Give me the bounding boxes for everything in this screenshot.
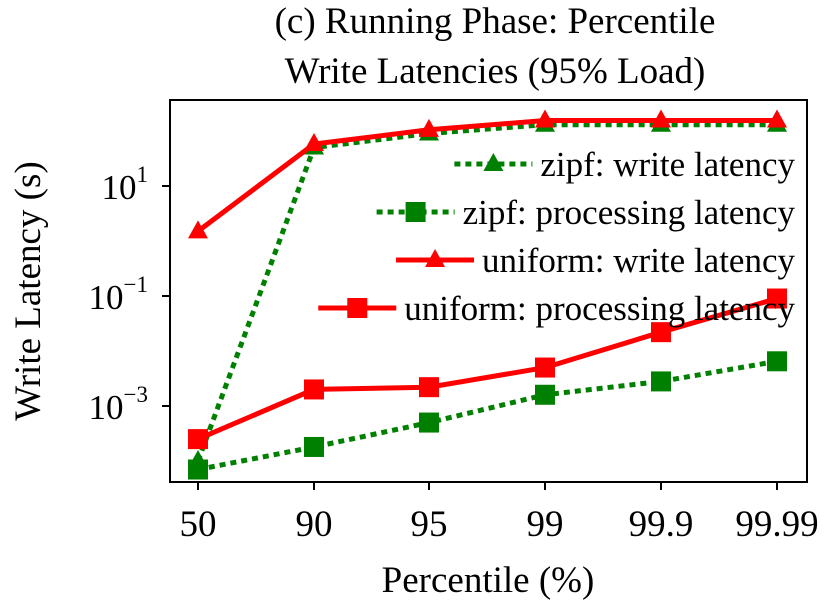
legend-label: zipf: write latency — [540, 145, 795, 184]
x-tick-label: 90 — [296, 504, 333, 545]
square-marker — [651, 322, 671, 343]
legend-entry: uniform: processing latency — [318, 289, 795, 328]
x-tick-label: 99 — [527, 504, 564, 545]
title-line-1: (c) Running Phase: Percentile — [275, 1, 716, 42]
chart-title: (c) Running Phase: Percentile Write Late… — [275, 1, 716, 92]
series-line — [196, 118, 777, 234]
legend-label: uniform: processing latency — [404, 289, 795, 328]
square-marker — [419, 377, 439, 398]
legend-entry: uniform: write latency — [396, 241, 795, 280]
x-axis-label: Percentile (%) — [382, 560, 595, 601]
y-axis-label: Write Latency (s) — [8, 161, 49, 420]
x-axis-ticks: 50 90 95 99 99.9 99.99 — [180, 482, 819, 545]
series-3 — [188, 109, 787, 239]
triangle-marker — [304, 133, 324, 152]
square-marker — [535, 384, 555, 405]
legend-entry: zipf: processing latency — [376, 193, 796, 232]
triangle-marker — [419, 118, 439, 137]
series-4 — [188, 288, 787, 450]
square-marker — [347, 298, 368, 318]
triangle-marker — [188, 220, 208, 239]
legend-entry: zipf: write latency — [454, 145, 795, 184]
square-marker — [304, 436, 324, 457]
y-tick-label: 101 — [102, 162, 149, 207]
series-group — [188, 109, 787, 480]
square-marker — [419, 412, 439, 433]
square-marker — [767, 351, 787, 372]
square-marker — [188, 429, 208, 450]
square-marker — [304, 379, 324, 400]
x-tick-label: 95 — [411, 504, 448, 545]
y-tick-label: 10−1 — [89, 272, 148, 317]
title-line-2: Write Latencies (95% Load) — [285, 51, 706, 92]
x-tick-label: 99.9 — [629, 504, 694, 545]
series-2 — [188, 351, 787, 480]
triangle-marker — [535, 109, 555, 128]
series-line — [197, 296, 778, 442]
y-tick-label: 10−3 — [89, 382, 148, 427]
legend: zipf: write latency zipf: processing late… — [318, 145, 795, 328]
x-tick-label: 50 — [180, 504, 217, 545]
plot-frame — [169, 99, 808, 483]
y-axis-ticks: 101 10−1 10−3 — [89, 162, 170, 427]
series-line — [195, 122, 777, 462]
square-marker — [651, 371, 671, 392]
legend-label: zipf: processing latency — [463, 193, 796, 232]
triangle-marker — [651, 109, 671, 128]
triangle-marker — [767, 109, 787, 128]
square-marker — [535, 357, 555, 378]
square-marker — [188, 459, 208, 480]
legend-label: uniform: write latency — [482, 241, 795, 280]
square-marker — [767, 288, 787, 309]
square-marker — [405, 202, 426, 222]
triangle-marker — [483, 153, 504, 171]
triangle-marker — [425, 249, 446, 267]
x-tick-label: 99.99 — [735, 504, 818, 545]
